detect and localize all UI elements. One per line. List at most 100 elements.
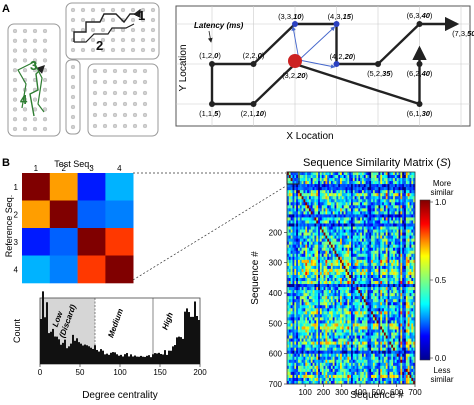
matrix-pixel [316,290,319,294]
matrix-pixel [400,320,403,324]
matrix-pixel [321,329,324,333]
matrix-pixel [361,187,364,191]
matrix-pixel [354,178,357,182]
matrix-pixel [389,172,392,176]
matrix-cell [77,200,106,229]
matrix-pixel [334,293,337,297]
matrix-pixel [376,211,379,215]
matrix-pixel [378,181,381,185]
matrix-pixel [314,268,317,273]
matrix-pixel [310,329,313,333]
matrix-pixel [314,256,317,261]
matrix-pixel [351,356,354,360]
matrix-pixel [351,199,354,203]
matrix-pixel [365,293,368,297]
matrix-pixel [307,205,310,209]
matrix-pixel [290,338,293,342]
matrix-pixel [374,347,377,351]
matrix-pixel [296,299,299,303]
floor-dot [42,58,48,63]
matrix-pixel [338,371,341,376]
matrix-pixel [371,202,374,206]
matrix-pixel [338,262,341,267]
matrix-pixel [319,241,322,245]
matrix-pixel [387,268,390,273]
matrix-pixel [338,220,341,224]
matrix-pixel [363,244,366,248]
matrix-pixel [290,296,293,300]
matrix-pixel [294,293,297,297]
matrix-pixel [303,199,306,203]
floor-dot [32,126,38,132]
matrix-pixel [303,244,306,248]
matrix-pixel [307,281,310,285]
matrix-pixel [318,344,321,348]
matrix-pixel [287,181,290,185]
matrix-pixel [343,326,346,330]
matrix-pixel [332,278,335,282]
matrix-pixel [354,196,357,200]
matrix-pixel [374,350,377,354]
matrix-pixel [358,247,361,251]
matrix-pixel [305,356,308,360]
matrix-pixel [398,223,401,227]
matrix-pixel [396,181,399,185]
matrix-pixel [347,341,350,345]
matrix-pixel [330,187,333,191]
matrix-pixel [413,365,416,370]
matrix-pixel [290,347,293,351]
matrix-pixel [301,281,304,285]
matrix-pixel [297,320,300,324]
histogram-bar [84,344,86,364]
matrix-pixel [383,314,386,318]
matrix-pixel [314,326,317,330]
matrix-pixel [356,253,359,257]
matrix-pixel [349,178,352,182]
matrix-pixel [383,329,386,333]
matrix-pixel [351,172,354,176]
matrix-pixel [405,196,408,200]
matrix-pixel [290,223,293,227]
matrix-pixel [334,371,337,376]
matrix-pixel [383,326,386,330]
matrix-pixel [307,262,310,267]
matrix-pixel [411,278,414,282]
matrix-pixel [338,208,341,212]
histogram-bar [132,356,134,364]
histogram-bar [124,354,126,364]
matrix-pixel [316,217,319,221]
matrix-pixel [297,323,300,327]
matrix-pixel [356,187,359,191]
matrix-pixel [382,320,385,324]
floor-dot [22,48,28,53]
matrix-pixel [345,314,348,318]
matrix-pixel [383,302,386,306]
matrix-pixel [387,202,390,206]
matrix-pixel [382,335,385,339]
matrix-pixel [301,278,304,282]
matrix-pixel [352,338,355,342]
matrix-pixel [407,287,410,291]
matrix-pixel [303,205,306,209]
matrix-pixel [323,247,326,251]
matrix-pixel [351,175,354,179]
matrix-pixel [299,302,302,306]
matrix-pixel [349,365,352,370]
matrix-pixel [398,293,401,297]
matrix-pixel [376,247,379,251]
matrix-pixel [385,202,388,206]
matrix-pixel [356,362,359,367]
matrix-pixel [363,332,366,336]
matrix-pixel [340,299,343,303]
floor-dot [70,47,76,53]
matrix-pixel [312,320,315,324]
matrix-pixel [318,296,321,300]
matrix-pixel [405,244,408,248]
histogram-bar [42,291,44,364]
matrix-pixel [393,220,396,224]
matrix-pixel [351,344,354,348]
matrix-pixel [345,172,348,176]
matrix-pixel [396,265,399,270]
matrix-pixel [290,359,293,363]
matrix-pixel [376,356,379,360]
